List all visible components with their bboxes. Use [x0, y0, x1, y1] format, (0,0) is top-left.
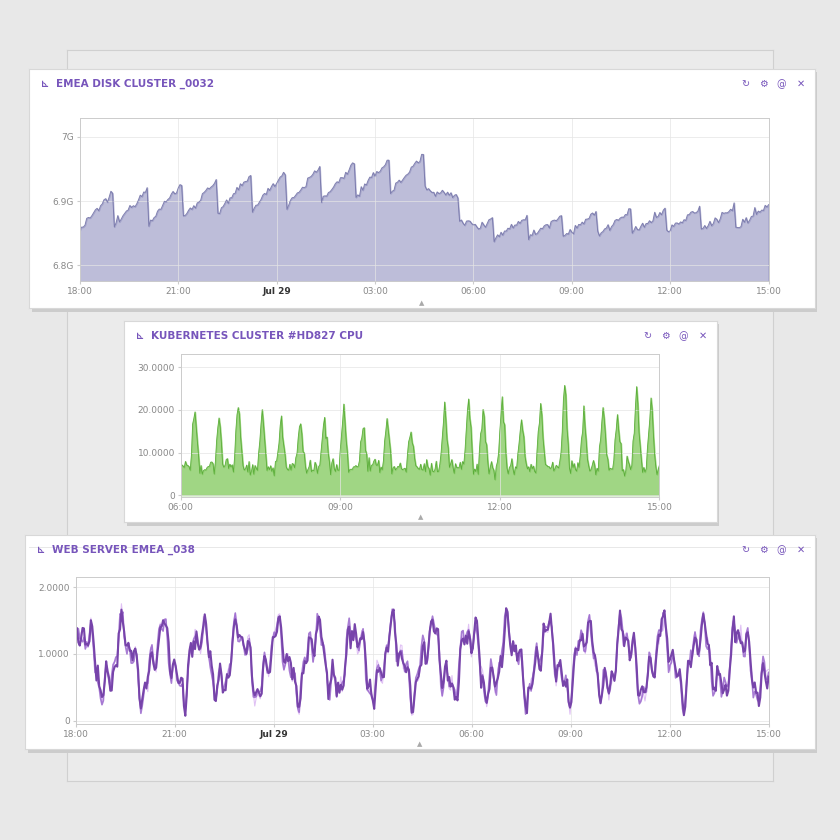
- Text: ⊾: ⊾: [41, 79, 50, 89]
- Text: ⊾: ⊾: [136, 331, 144, 341]
- Text: ▲: ▲: [417, 741, 423, 747]
- Text: ↻: ↻: [741, 545, 749, 555]
- Text: @: @: [777, 545, 786, 555]
- Text: KUBERNETES CLUSTER #HD827 CPU: KUBERNETES CLUSTER #HD827 CPU: [151, 331, 364, 341]
- Text: WEB SERVER EMEA _038: WEB SERVER EMEA _038: [52, 545, 195, 555]
- Text: ⚙: ⚙: [759, 79, 768, 89]
- Text: ✕: ✕: [796, 545, 805, 555]
- Text: @: @: [679, 331, 688, 341]
- Text: ✕: ✕: [796, 79, 805, 89]
- Text: ↻: ↻: [741, 79, 749, 89]
- Text: ▲: ▲: [417, 514, 423, 520]
- Text: @: @: [777, 79, 786, 89]
- Text: ⊾: ⊾: [37, 545, 45, 555]
- Text: ▲: ▲: [419, 300, 425, 306]
- Text: ⚙: ⚙: [759, 545, 768, 555]
- Text: EMEA DISK CLUSTER _0032: EMEA DISK CLUSTER _0032: [56, 79, 214, 89]
- Text: ✕: ✕: [698, 331, 706, 341]
- Text: ↻: ↻: [643, 331, 651, 341]
- Text: ⚙: ⚙: [661, 331, 669, 341]
